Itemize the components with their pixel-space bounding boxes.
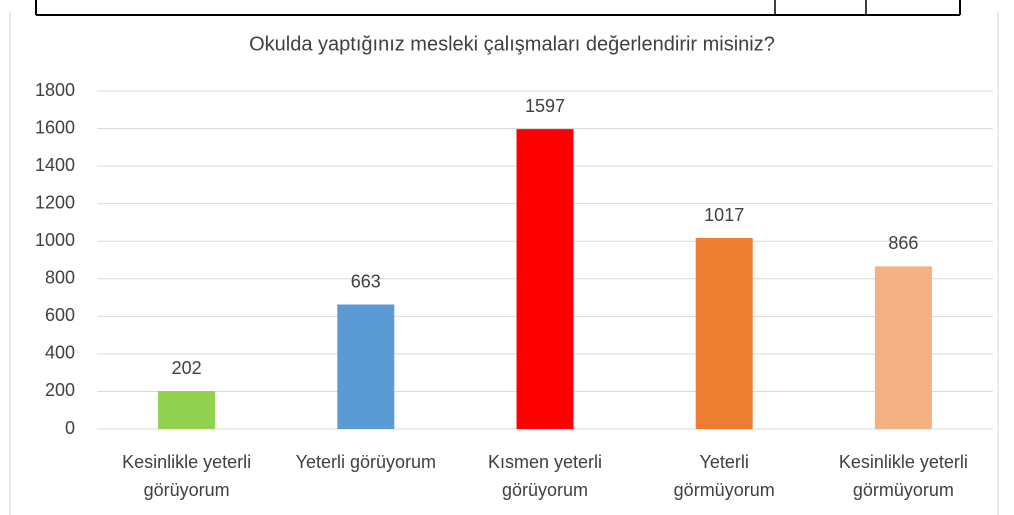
y-tick-label: 1400 (35, 155, 75, 175)
y-tick-label: 200 (45, 380, 75, 400)
y-tick-label: 1800 (35, 80, 75, 100)
x-tick-label: Kısmen yeterli (488, 452, 602, 472)
x-tick-label: Kesinlikle yeterli (839, 452, 968, 472)
data-label: 866 (888, 233, 918, 253)
x-tick-label: Yeterli görüyorum (296, 452, 436, 472)
y-tick-label: 400 (45, 343, 75, 363)
bar (695, 238, 753, 429)
y-tick-label: 1200 (35, 192, 75, 212)
chart-title: Okulda yaptığınız mesleki çalışmaları de… (249, 33, 775, 55)
data-label: 202 (172, 358, 202, 378)
x-tick-label: Kesinlikle yeterli (122, 452, 251, 472)
x-tick-label: görüyorum (502, 480, 588, 500)
data-label: 663 (351, 271, 381, 291)
y-tick-label: 800 (45, 268, 75, 288)
data-label: 1017 (704, 205, 744, 225)
data-label: 1597 (525, 96, 565, 116)
bar (874, 266, 932, 429)
bar (516, 129, 574, 429)
chart-border (9, 12, 999, 515)
x-tick-label: görmüyorum (853, 480, 954, 500)
x-tick-label: görmüyorum (674, 480, 775, 500)
bar (158, 391, 216, 429)
bar (337, 304, 395, 429)
y-tick-label: 0 (65, 418, 75, 438)
x-tick-label: görüyorum (144, 480, 230, 500)
table-fragment (35, 0, 961, 16)
y-tick-label: 600 (45, 305, 75, 325)
x-tick-label: Yeterli (700, 452, 749, 472)
y-tick-label: 1600 (35, 117, 75, 137)
y-tick-label: 1000 (35, 230, 75, 250)
